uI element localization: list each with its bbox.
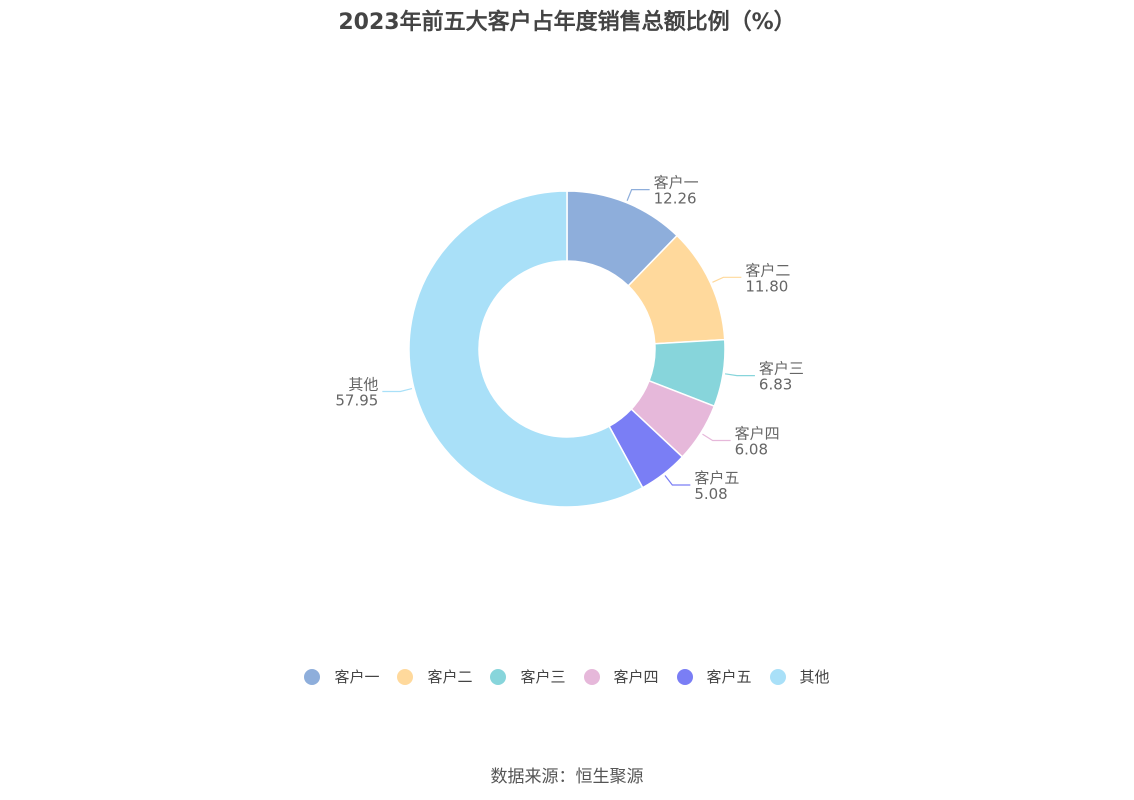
legend-item-1[interactable]: 客户一 <box>304 666 379 687</box>
slice-label-3: 客户三 <box>759 360 804 378</box>
legend-label: 其他 <box>799 668 830 686</box>
legend-item-3[interactable]: 客户三 <box>490 666 566 687</box>
legend-item-2[interactable]: 客户二 <box>397 666 472 687</box>
legend-marker-icon <box>676 668 693 685</box>
legend-marker-icon <box>397 668 414 685</box>
legend-item-4[interactable]: 客户四 <box>583 666 659 687</box>
legend-marker-icon <box>769 668 786 685</box>
leader-line-2 <box>712 276 742 283</box>
legend-label: 客户五 <box>706 668 752 686</box>
slice-6[interactable] <box>408 190 644 508</box>
legend-marker-icon <box>304 668 321 685</box>
legend-marker-icon <box>490 668 507 685</box>
legend-label: 客户一 <box>334 668 380 686</box>
source-note: 数据来源：恒生聚源 <box>490 767 644 787</box>
slice-label-2: 客户二 <box>745 261 790 279</box>
slice-value-2: 11.80 <box>745 277 788 295</box>
slice-label-5: 客户五 <box>694 469 739 487</box>
slices-layer <box>408 190 726 508</box>
legend-item-6[interactable]: 其他 <box>769 666 830 687</box>
legend-label: 客户三 <box>520 668 566 686</box>
slice-value-5: 5.08 <box>694 485 727 503</box>
legend-item-5[interactable]: 客户五 <box>676 666 752 687</box>
leader-line-4 <box>702 433 731 442</box>
leader-line-5 <box>664 475 691 486</box>
leader-lines-layer <box>382 189 755 486</box>
leader-line-1 <box>626 189 650 201</box>
slice-value-1: 12.26 <box>654 190 697 208</box>
slice-label-4: 客户四 <box>735 425 780 443</box>
slice-value-6: 57.95 <box>335 392 378 410</box>
slice-label-1: 客户一 <box>654 174 699 192</box>
legend-label: 客户四 <box>613 668 659 686</box>
leader-line-6 <box>382 387 413 393</box>
leader-line-3 <box>724 373 755 377</box>
chart-title: 2023年前五大客户占年度销售总额比例（%） <box>338 10 796 35</box>
legend: 客户一 客户二 客户三 客户四 客户五 其他 <box>0 666 1134 687</box>
legend-marker-icon <box>583 668 600 685</box>
slice-value-3: 6.83 <box>759 376 792 394</box>
legend-label: 客户二 <box>427 668 473 686</box>
slice-label-6: 其他 <box>348 376 378 394</box>
slice-value-4: 6.08 <box>735 441 768 459</box>
